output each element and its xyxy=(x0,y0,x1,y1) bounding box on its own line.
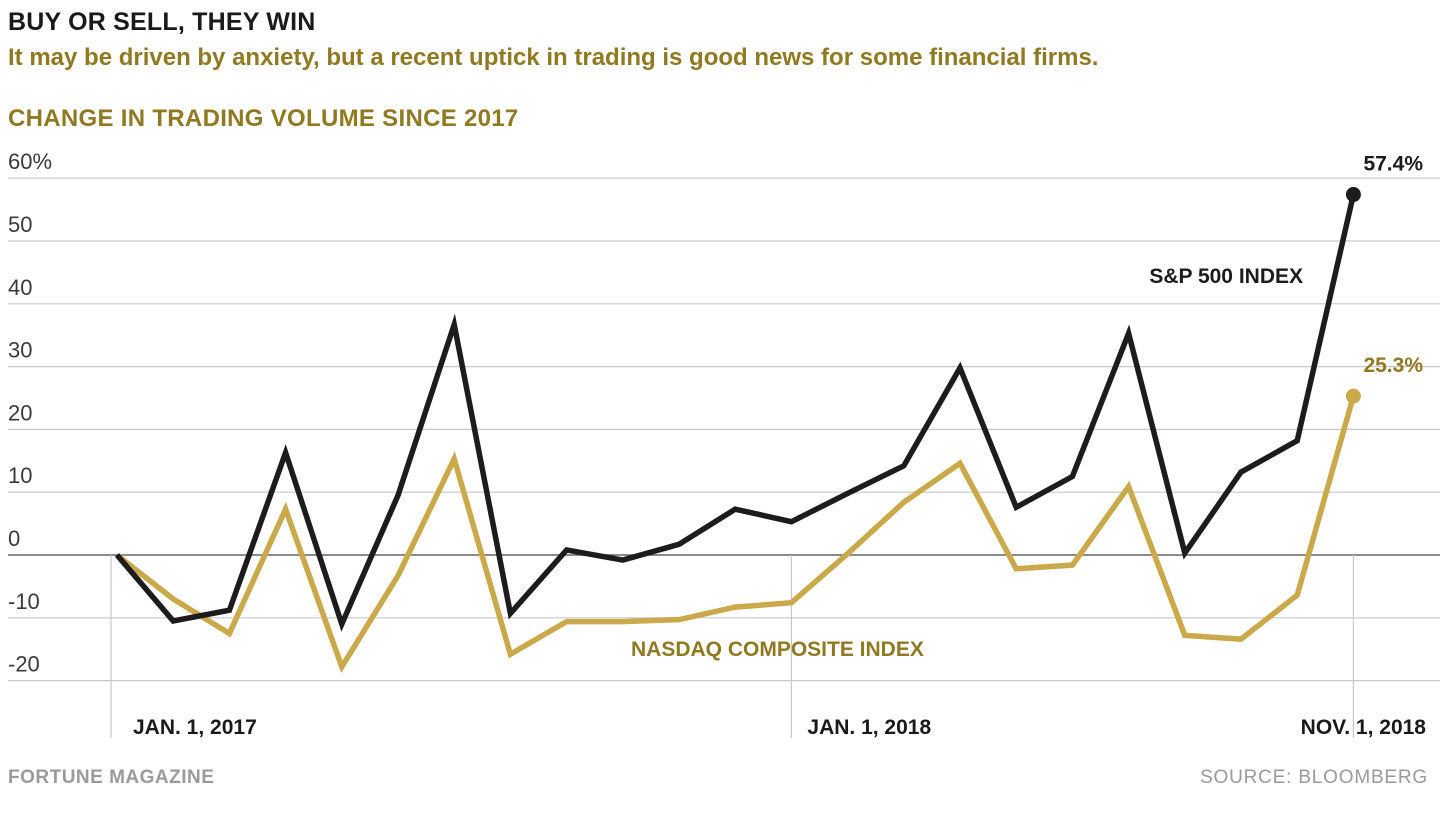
y-tick-label: 30 xyxy=(8,338,32,363)
series-label-sp500: S&P 500 INDEX xyxy=(1149,265,1303,288)
y-tick-label: 50 xyxy=(8,212,32,237)
sp500-line xyxy=(114,193,1357,632)
source-credit: SOURCE: BLOOMBERG xyxy=(1200,767,1428,788)
x-axis-ticks: JAN. 1, 2017 JAN. 1, 2018 NOV. 1, 2018 xyxy=(110,555,1427,739)
series-lines xyxy=(114,187,1361,674)
magazine-credit: FORTUNE MAGAZINE xyxy=(8,767,215,788)
nasdaq-line xyxy=(115,395,1357,674)
y-axis-labels: 60% 50 40 30 20 10 0 -10 -20 xyxy=(8,149,52,676)
series-labels: S&P 500 INDEX NASDAQ COMPOSITE INDEX 25.… xyxy=(631,153,1423,661)
headline: BUY OR SELL, THEY WIN xyxy=(8,8,316,36)
nasdaq-end-dot xyxy=(1345,388,1361,404)
x-tick-label: JAN. 1, 2017 xyxy=(133,716,257,739)
y-tick-label: 60% xyxy=(8,149,52,174)
grid-lines xyxy=(8,177,1440,682)
sp500-end-label: 57.4% xyxy=(1363,153,1423,176)
y-tick-label: 0 xyxy=(8,526,20,551)
x-tick-label: JAN. 1, 2018 xyxy=(807,716,931,739)
x-tick-label: NOV. 1, 2018 xyxy=(1301,716,1427,739)
series-label-nasdaq: NASDAQ COMPOSITE INDEX xyxy=(631,638,924,661)
y-tick-label: -20 xyxy=(8,652,40,677)
y-tick-label: 20 xyxy=(8,400,32,425)
nasdaq-end-label: 25.3% xyxy=(1363,354,1423,377)
y-tick-label: 40 xyxy=(8,275,32,300)
chart-title: CHANGE IN TRADING VOLUME SINCE 2017 xyxy=(8,105,519,132)
deck-subtitle: It may be driven by anxiety, but a recen… xyxy=(8,44,1099,71)
y-tick-label: 10 xyxy=(8,463,32,488)
sp500-end-dot xyxy=(1345,187,1361,203)
y-tick-label: -10 xyxy=(8,589,40,614)
